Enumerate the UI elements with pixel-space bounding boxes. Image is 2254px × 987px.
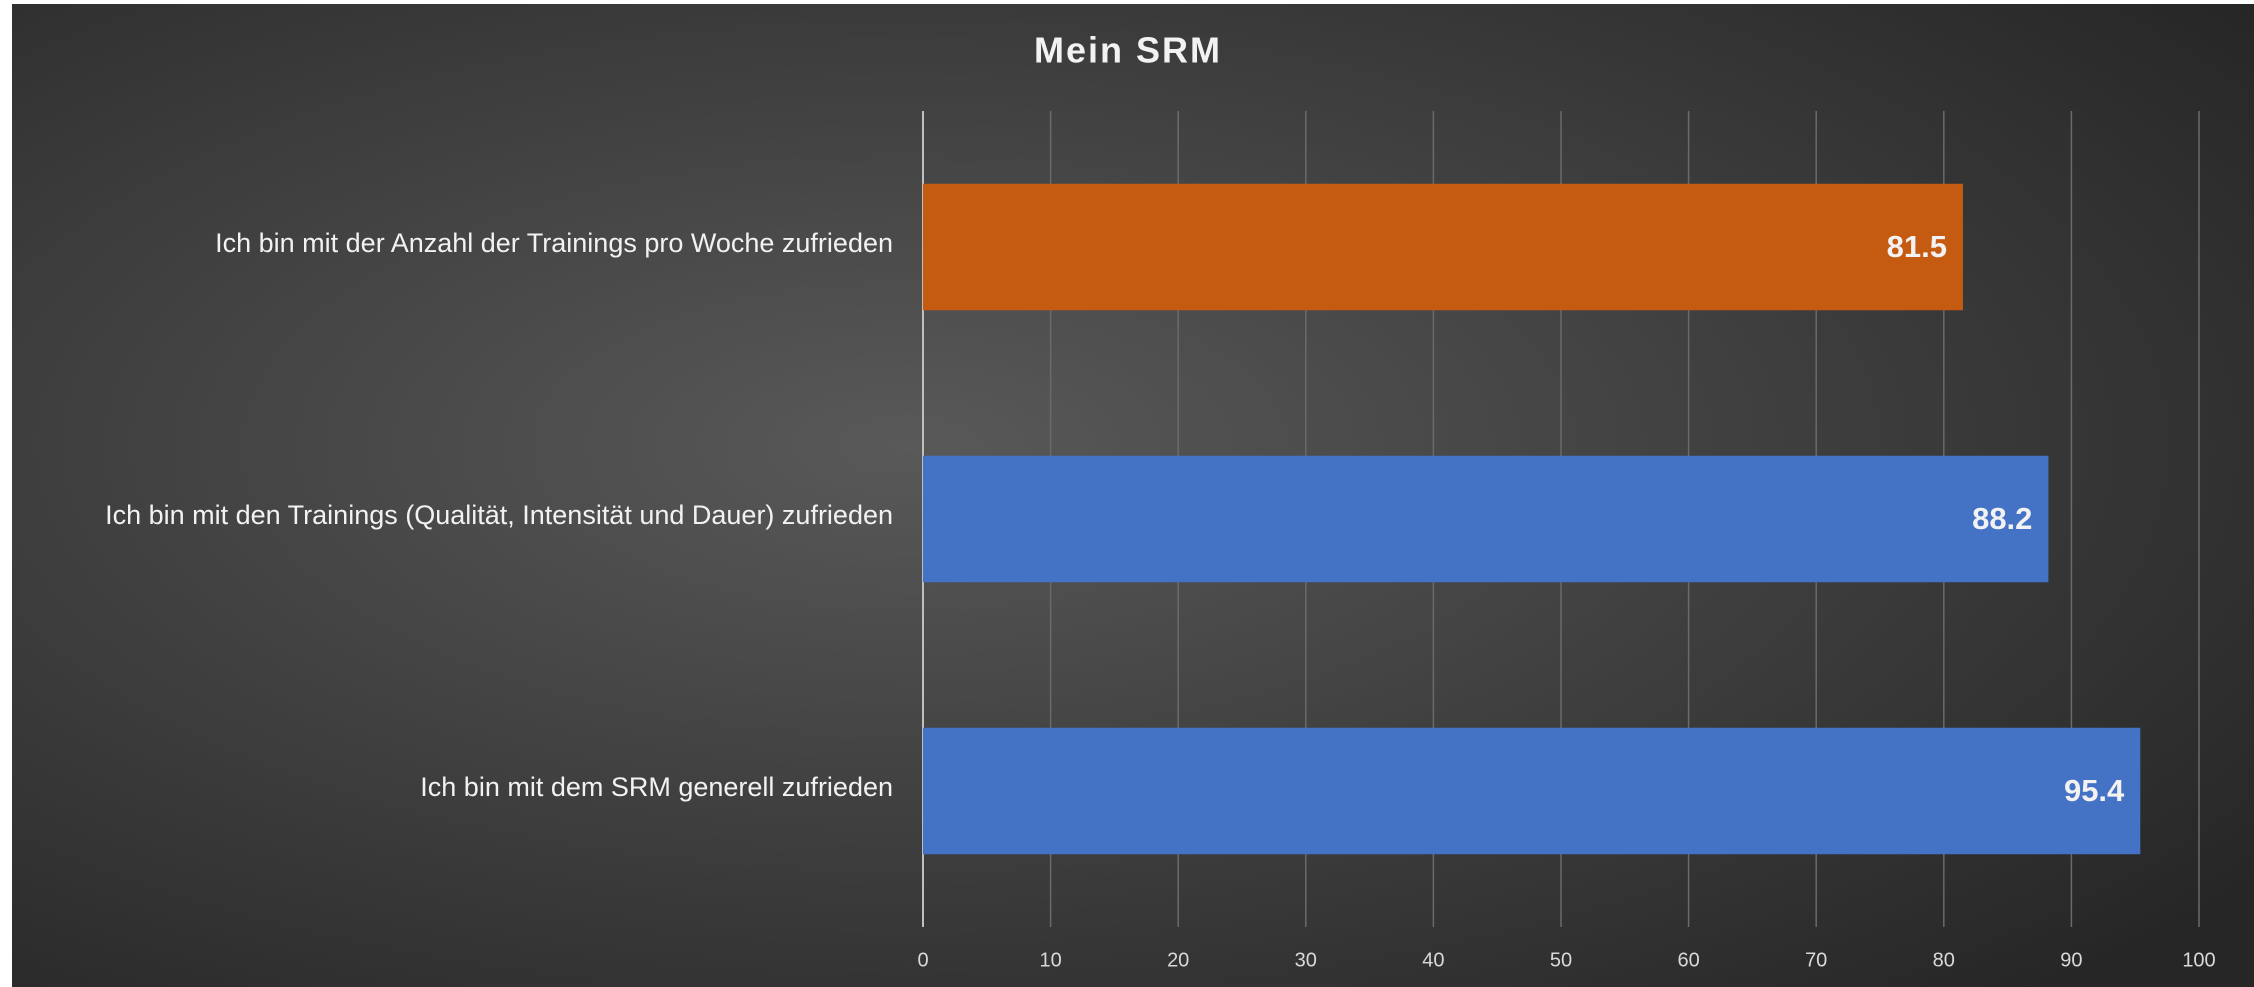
- x-tick-label: 20: [1167, 949, 1189, 971]
- bar: [923, 727, 2141, 855]
- data-label: 95.4: [2064, 773, 2125, 808]
- x-tick-label: 10: [1039, 949, 1061, 971]
- category-label: Ich bin mit dem SRM generell zufrieden: [420, 772, 893, 802]
- x-tick-label: 70: [1805, 949, 1827, 971]
- x-tick-label: 30: [1295, 949, 1317, 971]
- category-label: Ich bin mit der Anzahl der Trainings pro…: [215, 228, 893, 258]
- category-label: Ich bin mit den Trainings (Qualität, Int…: [105, 500, 893, 530]
- chart-title: Mein SRM: [1034, 30, 1222, 71]
- x-tick-label: 60: [1677, 949, 1699, 971]
- x-tick-label: 0: [917, 949, 928, 971]
- x-tick-label: 100: [2182, 949, 2215, 971]
- data-label: 88.2: [1972, 501, 2032, 536]
- data-label: 81.5: [1887, 229, 1947, 264]
- bar: [923, 455, 2049, 583]
- x-tick-label: 90: [2060, 949, 2082, 971]
- x-tick-label: 80: [1933, 949, 1955, 971]
- x-tick-label: 50: [1550, 949, 1572, 971]
- bar: [923, 183, 1963, 311]
- x-tick-label: 40: [1422, 949, 1444, 971]
